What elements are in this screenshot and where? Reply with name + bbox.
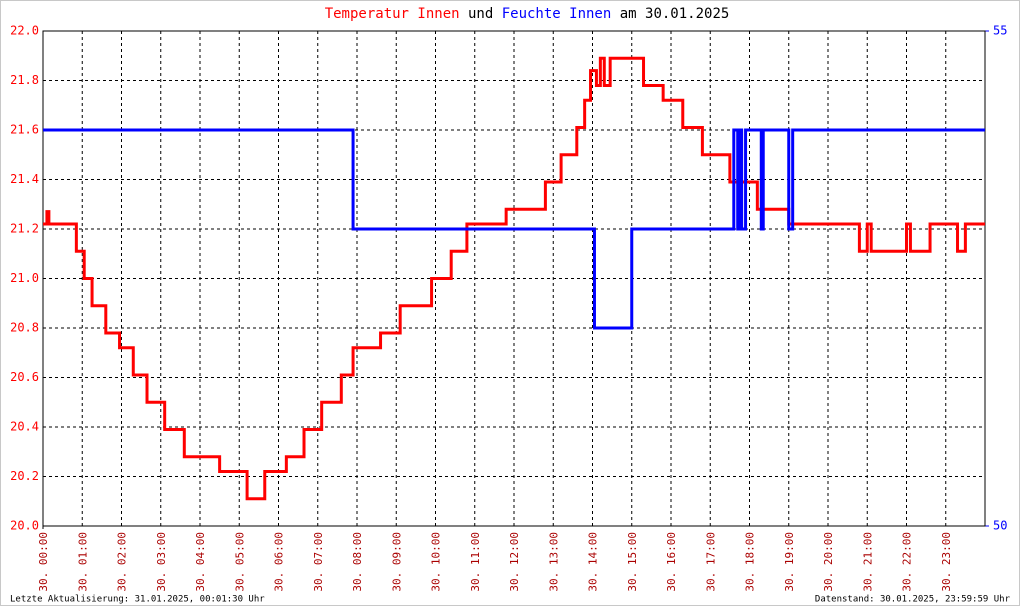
x-tick-label: 30. 15:00 bbox=[626, 532, 639, 592]
y-tick-label: 20.2 bbox=[10, 469, 39, 483]
x-tick-label: 30. 08:00 bbox=[351, 532, 364, 592]
footer-left: Letzte Aktualisierung: 31.01.2025, 00:01… bbox=[10, 595, 265, 605]
y-tick-label: 21.4 bbox=[10, 172, 39, 186]
x-tick-label: 30. 17:00 bbox=[704, 532, 717, 592]
y-tick-label: 21.2 bbox=[10, 222, 39, 236]
x-tick-label: 30. 09:00 bbox=[390, 532, 403, 592]
x-tick-label: 30. 01:00 bbox=[76, 532, 89, 592]
series-line bbox=[43, 128, 985, 330]
y2-tick-label: 55 bbox=[993, 24, 1007, 38]
x-tick-label: 30. 23:00 bbox=[940, 532, 953, 592]
y-tick-label: 20.0 bbox=[10, 519, 39, 533]
title-series-1: Temperatur Innen bbox=[325, 6, 460, 22]
x-tick-label: 30. 13:00 bbox=[547, 532, 560, 592]
title-series-2: Feuchte Innen bbox=[502, 6, 612, 22]
plot-border bbox=[42, 30, 986, 527]
x-tick-label: 30. 02:00 bbox=[116, 532, 129, 592]
x-tick-label: 30. 16:00 bbox=[665, 532, 678, 592]
x-tick-label: 30. 22:00 bbox=[901, 532, 914, 592]
x-tick-label: 30. 10:00 bbox=[430, 532, 443, 592]
series-line bbox=[43, 56, 985, 501]
x-tick-label: 30. 14:00 bbox=[587, 532, 600, 592]
y-tick-label: 22.0 bbox=[10, 24, 39, 38]
x-tick-label: 30. 03:00 bbox=[155, 532, 168, 592]
x-tick-label: 30. 20:00 bbox=[822, 532, 835, 592]
footer-right: Datenstand: 30.01.2025, 23:59:59 Uhr bbox=[815, 595, 1011, 605]
y2-tick-label: 50 bbox=[993, 519, 1007, 533]
x-tick-label: 30. 05:00 bbox=[233, 532, 246, 592]
x-tick-label: 30. 12:00 bbox=[508, 532, 521, 592]
x-tick-label: 30. 11:00 bbox=[469, 532, 482, 592]
title-word: am 30.01.2025 bbox=[620, 6, 730, 22]
y-tick-label: 21.6 bbox=[10, 123, 39, 137]
y-tick-label: 20.4 bbox=[10, 420, 39, 434]
title-word: und bbox=[468, 6, 493, 22]
x-tick-label: 30. 06:00 bbox=[273, 532, 286, 592]
y-tick-label: 20.6 bbox=[10, 370, 39, 384]
x-tick-label: 30. 00:00 bbox=[37, 532, 50, 592]
y-tick-label: 20.8 bbox=[10, 321, 39, 335]
x-tick-label: 30. 04:00 bbox=[194, 532, 207, 592]
y-tick-label: 21.0 bbox=[10, 271, 39, 285]
y-tick-label: 21.8 bbox=[10, 73, 39, 87]
x-tick-label: 30. 18:00 bbox=[744, 532, 757, 592]
chart-title: Temperatur Innen und Feuchte Innen am 30… bbox=[325, 6, 730, 22]
x-tick-label: 30. 19:00 bbox=[783, 532, 796, 592]
x-tick-label: 30. 07:00 bbox=[312, 532, 325, 592]
x-tick-label: 30. 21:00 bbox=[861, 532, 874, 592]
